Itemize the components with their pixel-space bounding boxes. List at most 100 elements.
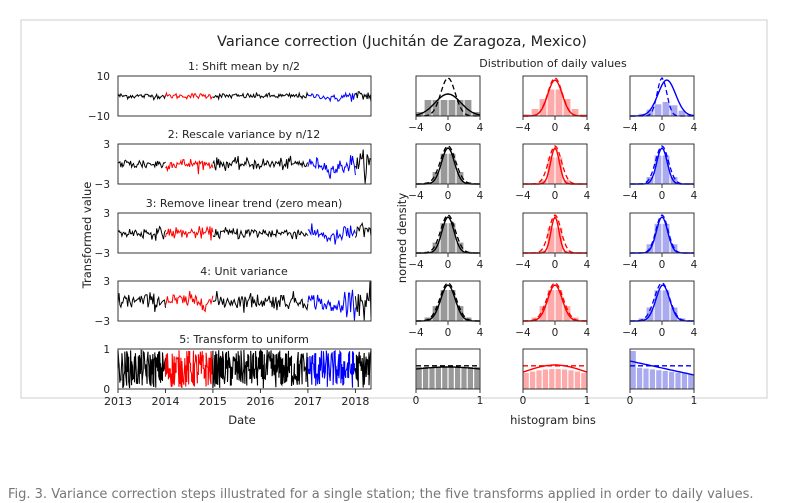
hist-bar — [549, 369, 555, 389]
hist-solid-density — [523, 215, 587, 254]
hist-xtick-label: −4 — [622, 122, 638, 134]
hist-xtick-label: 0 — [520, 395, 527, 407]
hist-solid-density — [630, 284, 694, 322]
ts-panel-frame — [117, 143, 372, 185]
histogram-grid: −4 0 4 −4 0 4 −4 0 4 −4 0 4 −4 0 4 −4 0 4 −4 0 4 −4 0 4 −4 0 4 −4 0 4… — [408, 75, 698, 407]
hist-panel-r3-c1: −4 0 4 — [408, 212, 484, 271]
hist-bar — [539, 250, 547, 253]
ts-series-series_main — [117, 225, 166, 241]
ts-ytick-label: 3 — [103, 208, 110, 220]
ts-panel-frame — [117, 212, 372, 254]
ts-panel-1: 1: Shift mean by n/2 10 −10 — [88, 60, 372, 123]
ts-series-series_main — [212, 349, 309, 389]
hist-bar — [531, 109, 539, 116]
ts-ytick-label: −3 — [95, 179, 110, 191]
hist-solid-density — [523, 146, 587, 185]
histograms-title: Distribution of daily values — [479, 57, 627, 70]
hist-xtick-label: 0 — [659, 259, 666, 271]
hist-bar — [467, 367, 473, 389]
hist-solid-density — [416, 216, 480, 254]
hist-xtick-label: 4 — [691, 122, 698, 134]
ts-panel-4: 4: Unit variance 3 −3 — [95, 265, 372, 328]
hist-bar — [656, 370, 662, 389]
hist-xtick-label: 4 — [584, 259, 591, 271]
ts-series-series_train — [165, 91, 214, 101]
hist-bar — [675, 372, 681, 389]
ts-panel-2: 2: Rescale variance by n/12 3 −3 — [95, 128, 372, 191]
hist-xtick-label: 4 — [584, 190, 591, 202]
hist-bar — [649, 369, 655, 389]
ts-panel-frame — [117, 75, 372, 117]
figure-caption: Fig. 3. Variance correction steps illust… — [8, 487, 754, 501]
hist-xtick-label: 4 — [584, 327, 591, 339]
ts-series-series_main — [212, 91, 309, 101]
hist-bar — [440, 290, 448, 321]
ts-ytick-label: −3 — [95, 316, 110, 328]
hist-xtick-label: −4 — [515, 190, 531, 202]
hist-xtick-label: −4 — [515, 259, 531, 271]
ts-series-series_main — [212, 155, 309, 171]
hist-bar — [423, 367, 429, 389]
ts-xtick-label: 2013 — [104, 395, 132, 408]
hist-bar — [448, 367, 454, 389]
hist-bar — [448, 100, 456, 116]
ts-panel-title: 4: Unit variance — [200, 265, 288, 278]
hist-bar — [448, 223, 456, 253]
ts-series-series_main — [212, 227, 309, 240]
hist-bar — [646, 109, 654, 116]
hist-bar — [461, 367, 467, 389]
hist-bar — [688, 374, 694, 389]
ts-panel-title: 2: Rescale variance by n/12 — [168, 128, 320, 141]
ts-series-series_main — [117, 92, 166, 102]
hist-bar — [539, 180, 547, 184]
hist-solid-density — [416, 147, 480, 185]
hist-bar — [523, 373, 529, 389]
hist-bar — [536, 370, 542, 389]
hist-bar — [474, 367, 480, 389]
hist-panel-r4-c2: −4 0 4 — [515, 280, 591, 339]
ts-ytick-label: 0 — [103, 384, 110, 396]
hist-panel-frame — [629, 143, 695, 185]
hist-xtick-label: 4 — [477, 190, 484, 202]
hist-solid-density — [415, 366, 481, 370]
hist-xtick-label: −4 — [515, 122, 531, 134]
hist-bar — [440, 223, 448, 253]
x-axis-label: Date — [228, 413, 256, 427]
hist-xtick-label: 0 — [552, 122, 559, 134]
hist-xtick-label: 4 — [691, 327, 698, 339]
hist-panel-r3-c3: −4 0 4 — [622, 212, 698, 271]
ts-panel-title: 5: Transform to uniform — [179, 333, 309, 346]
hist-bar — [416, 367, 422, 389]
hist-xtick-label: −4 — [622, 327, 638, 339]
hist-bar — [455, 367, 461, 389]
hist-dashed-density — [523, 214, 587, 254]
ts-panel-5: 5: Transform to uniform 1 0 — [103, 333, 372, 396]
ts-ytick-label: −10 — [88, 111, 110, 123]
hist-panel-frame — [415, 280, 481, 322]
hist-solid-density — [630, 79, 695, 117]
hist-xtick-label: 0 — [413, 395, 420, 407]
hist-solid-density — [630, 216, 694, 254]
hist-solid-density — [630, 146, 694, 185]
hist-bar — [568, 370, 574, 389]
figure-title: Variance correction (Juchitán de Zaragoz… — [217, 34, 587, 50]
hist-bar — [424, 100, 432, 116]
hist-xtick-label: 0 — [445, 327, 452, 339]
hist-dashed-density — [416, 77, 480, 117]
hist-dashed-density — [630, 145, 694, 185]
ts-series-series_main — [354, 149, 372, 184]
hist-bar — [448, 153, 456, 184]
hist-xtick-label: 4 — [584, 122, 591, 134]
hist-panel-r3-c2: −4 0 4 — [515, 212, 591, 271]
hist-dashed-density — [523, 145, 587, 185]
hist-bar — [555, 157, 563, 184]
ts-xtick-label: 2017 — [294, 395, 322, 408]
hist-xtick-label: 4 — [691, 259, 698, 271]
hist-bar — [464, 100, 472, 116]
ts-ytick-label: −3 — [95, 248, 110, 260]
hist-bar — [654, 155, 662, 184]
hist-bar — [670, 307, 678, 321]
ts-ytick-label: 1 — [103, 344, 110, 356]
